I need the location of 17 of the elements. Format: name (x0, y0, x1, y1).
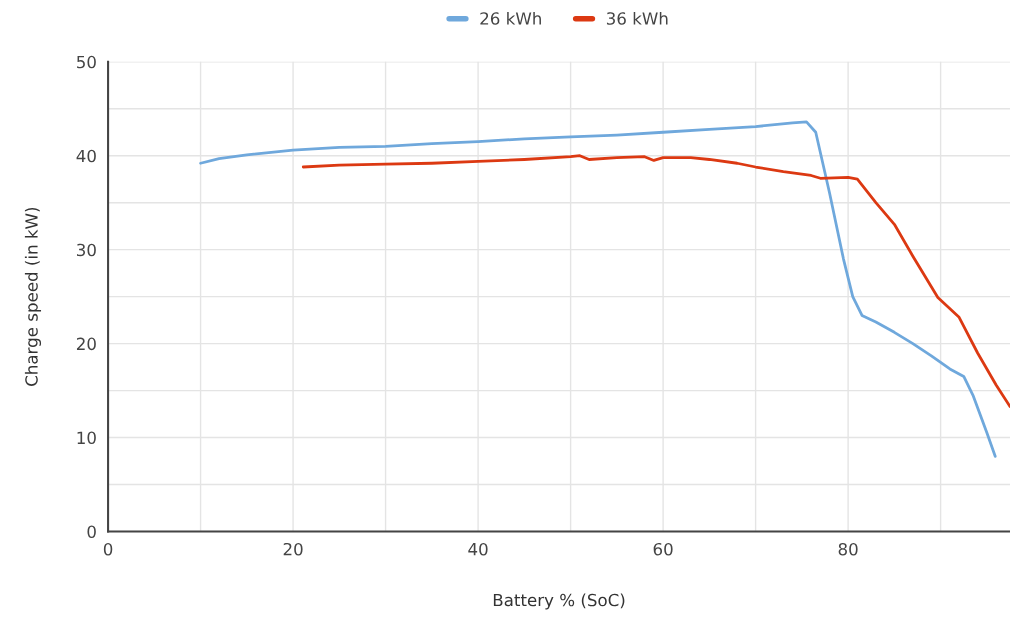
y-tick-label: 10 (77, 431, 96, 445)
y-tick-label: 30 (77, 243, 96, 257)
line-series (301, 154, 1010, 408)
legend-label: 26 kWh (480, 11, 541, 25)
y-axis-title: Charge speed (in kW) (24, 207, 42, 386)
x-tick-label: 80 (838, 542, 858, 556)
x-tick-label: 60 (653, 542, 673, 556)
y-tick-label: 0 (87, 525, 96, 539)
y-tick-label: 50 (77, 55, 96, 69)
x-tick-label: 0 (103, 542, 113, 556)
y-tick-label: 20 (76, 337, 96, 351)
legend-label: 36 kWh (606, 11, 668, 25)
y-tick-label: 40 (76, 149, 96, 163)
x-tick-label: 20 (283, 542, 303, 556)
line-series (199, 120, 997, 458)
x-axis-title: Battery % (SoC) (493, 593, 625, 610)
x-tick-label: 40 (468, 542, 488, 556)
